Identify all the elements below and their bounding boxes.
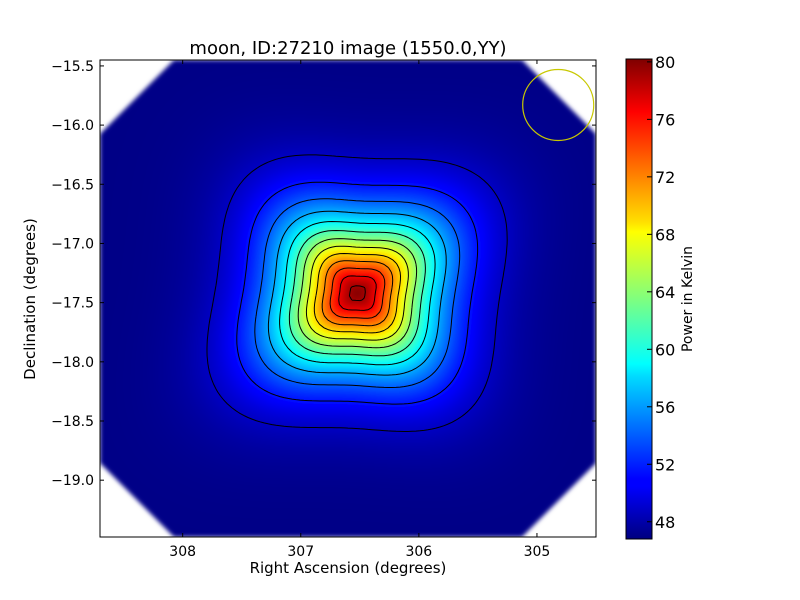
colorbar-tick-label: 76: [655, 110, 675, 129]
y-tick-label: −17.0: [51, 236, 94, 252]
y-tick-label: −16.5: [51, 177, 94, 193]
colorbar-tick-label: 80: [655, 53, 675, 72]
colorbar-tick-label: 56: [655, 398, 675, 417]
plot-area: [100, 60, 596, 537]
contour-lines: [206, 154, 508, 432]
contour-line: [338, 275, 377, 311]
contour-line: [279, 221, 436, 366]
y-axis-label: Declination (degrees): [21, 218, 39, 380]
contour-line: [305, 245, 409, 341]
y-tick-label: −19.0: [51, 473, 94, 489]
y-axis-ticks: −15.5 −16.0 −16.5 −17.0 −17.5 −18.0 −18.5 −19.0: [51, 59, 596, 489]
x-tick-label: 305: [524, 544, 551, 560]
colorbar-label: Power in Kelvin: [680, 246, 696, 352]
heatmap-image: [100, 60, 596, 537]
colorbar-gradient: [625, 58, 653, 540]
colorbar: 48 52 56 60 64 68 72 76 80 Power in Kelvin: [625, 53, 696, 540]
colorbar-ticks: 48 52 56 60 64 68 72 76 80: [647, 53, 675, 532]
contour-line: [321, 260, 394, 327]
colorbar-tick-label: 60: [655, 340, 675, 359]
colorbar-tick-label: 48: [655, 513, 675, 532]
x-axis-ticks: 308 307 306 305: [169, 60, 550, 560]
y-tick-label: −16.0: [51, 118, 94, 134]
contour-line: [267, 210, 447, 376]
plot-frame: [99, 59, 597, 538]
y-tick-label: −15.5: [51, 59, 94, 75]
chart-title: moon, ID:27210 image (1550.0,YY): [189, 38, 506, 59]
contour-line: [206, 154, 508, 432]
colorbar-tick-label: 64: [655, 283, 675, 302]
beam-marker: [522, 68, 595, 142]
x-tick-label: 308: [169, 544, 196, 560]
field-of-view: [100, 60, 596, 537]
contour-line: [297, 238, 418, 349]
y-tick-label: −17.5: [51, 296, 94, 312]
y-tick-label: −18.0: [51, 355, 94, 371]
contour-line: [329, 267, 386, 319]
contour-line: [236, 181, 479, 405]
colorbar-tick-label: 52: [655, 455, 675, 474]
x-axis-label: Right Ascension (degrees): [250, 559, 447, 577]
contour-line: [348, 285, 366, 302]
y-tick-label: −18.5: [51, 414, 94, 430]
x-tick-label: 306: [405, 544, 432, 560]
contour-line: [254, 198, 461, 388]
colorbar-tick-label: 72: [655, 168, 675, 187]
x-tick-label: 307: [287, 544, 314, 560]
colorbar-tick-label: 68: [655, 225, 675, 244]
contour-line: [288, 230, 426, 357]
contour-line: [313, 253, 401, 334]
